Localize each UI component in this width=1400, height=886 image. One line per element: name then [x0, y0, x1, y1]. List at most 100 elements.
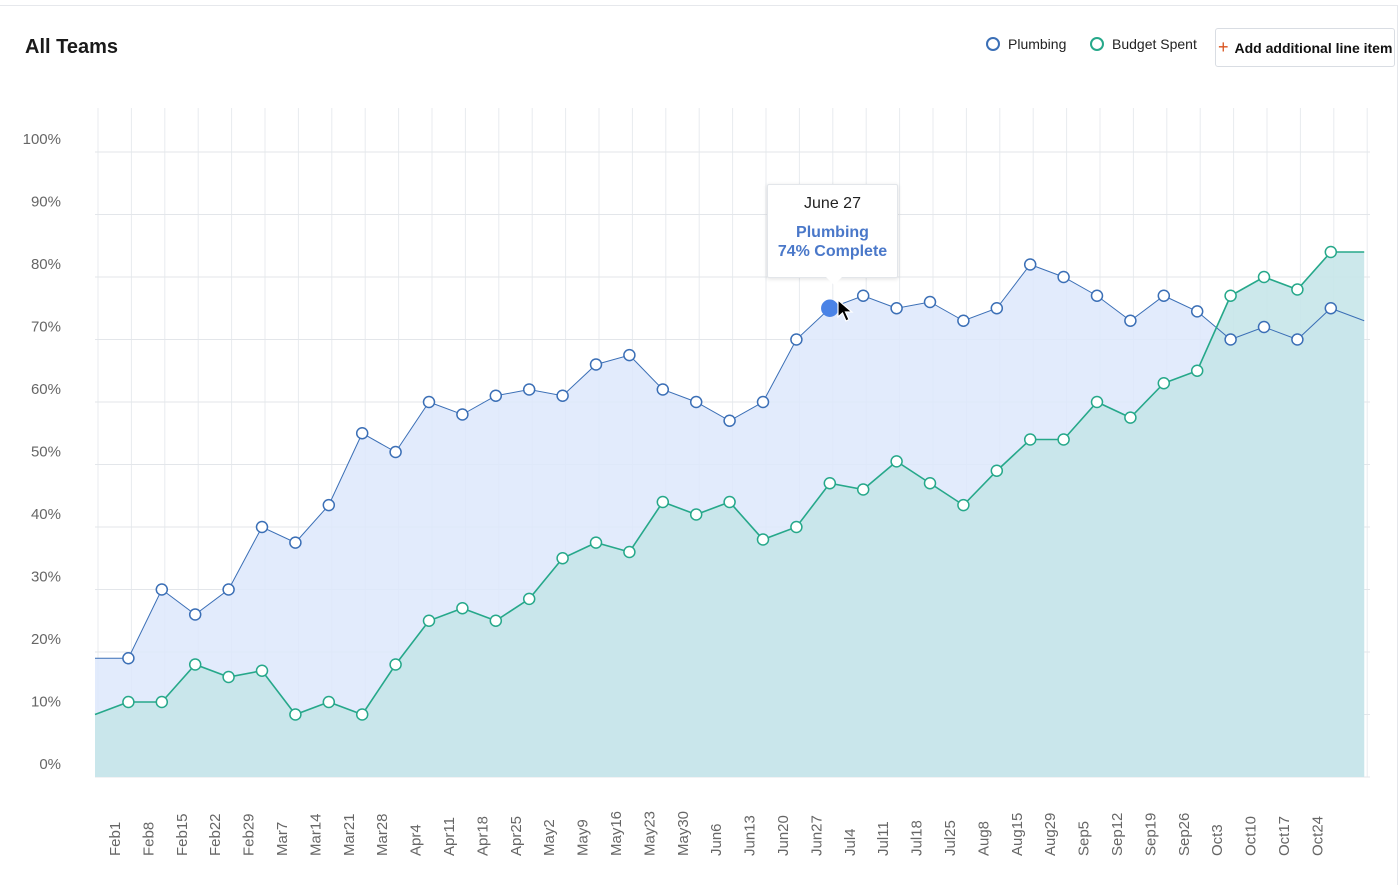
x-tick-label: Jun6: [708, 823, 725, 856]
data-point-plumbing: [856, 289, 870, 302]
data-point-budget-spent: [289, 708, 302, 721]
data-point-budget-spent: [856, 483, 870, 496]
y-tick-label: 60%: [31, 381, 61, 398]
data-point-plumbing: [656, 383, 670, 396]
data-point-budget-spent: [322, 695, 336, 709]
x-tick-label: Mar28: [374, 813, 391, 856]
x-tick-label: Oct3: [1209, 824, 1226, 856]
data-point-plumbing: [155, 583, 169, 596]
add-line-item-button[interactable]: + Add additional line item: [1215, 28, 1395, 67]
data-point-budget-spent: [923, 477, 937, 490]
data-point-plumbing: [456, 408, 469, 421]
data-point-plumbing: [556, 389, 569, 402]
data-point-budget-spent: [589, 536, 603, 549]
x-tick-label: Apr11: [441, 817, 458, 856]
legend-label-budget-spent: Budget Spent: [1112, 36, 1197, 52]
data-point-budget-spent: [1324, 245, 1338, 259]
data-point-plumbing: [355, 427, 369, 440]
x-tick-label: Oct24: [1309, 816, 1326, 856]
x-tick-label: Feb15: [174, 813, 191, 856]
data-point-plumbing: [1324, 302, 1338, 315]
data-point-plumbing: [1023, 258, 1037, 271]
data-point-plumbing: [489, 389, 503, 402]
x-tick-label: Aug8: [975, 821, 992, 856]
legend-item-budget-spent[interactable]: Budget Spent: [1090, 36, 1197, 52]
data-point-budget-spent: [522, 592, 536, 606]
x-tick-label: Mar14: [307, 813, 324, 856]
data-point-budget-spent: [422, 614, 436, 627]
data-point-budget-spent: [122, 695, 135, 709]
areas: [95, 252, 1365, 777]
y-tick-label: 50%: [31, 444, 61, 461]
x-tick-label: Apr18: [474, 816, 491, 856]
x-tick-label: Jul18: [909, 820, 926, 856]
data-point-plumbing: [322, 498, 336, 512]
data-point-plumbing: [689, 395, 703, 409]
data-point-plumbing: [222, 583, 235, 596]
x-tick-label: Mar7: [274, 822, 291, 856]
data-point-budget-spent: [689, 508, 703, 521]
data-points: [122, 245, 1338, 721]
legend-item-plumbing[interactable]: Plumbing: [986, 36, 1066, 52]
circle-marker-icon: [1090, 37, 1104, 51]
y-tick-label: 0%: [39, 756, 61, 773]
data-point-plumbing: [1190, 305, 1204, 318]
y-tick-label: 40%: [31, 506, 61, 523]
area-budget-spent: [95, 252, 1365, 777]
x-tick-label: May2: [541, 819, 558, 856]
data-point-budget-spent: [1124, 411, 1137, 424]
data-point-plumbing: [1090, 289, 1104, 302]
data-point-budget-spent: [1090, 395, 1104, 409]
x-tick-label: Jul4: [842, 828, 859, 856]
tooltip-arrow: [826, 277, 842, 285]
x-tick-label: Jun20: [775, 815, 792, 856]
x-tick-label: Feb1: [107, 822, 124, 856]
data-point-plumbing: [289, 536, 302, 549]
mouse-pointer-icon: [837, 298, 854, 322]
data-point-budget-spent: [656, 495, 670, 509]
data-point-budget-spent: [823, 477, 837, 490]
x-tick-label: Jun27: [808, 815, 825, 856]
data-point-budget-spent: [222, 670, 235, 684]
x-tick-label: Sep19: [1142, 813, 1159, 856]
x-tick-label: Feb29: [241, 813, 258, 856]
chart-panel: [0, 5, 1398, 885]
data-tooltip: June 27 Plumbing 74% Complete: [767, 184, 898, 285]
data-point-plumbing: [623, 348, 636, 362]
data-point-budget-spent: [1023, 433, 1037, 446]
data-point-budget-spent: [1157, 377, 1171, 390]
data-point-budget-spent: [790, 520, 803, 534]
data-point-plumbing: [255, 520, 269, 534]
x-tick-label: Aug15: [1009, 813, 1026, 856]
x-tick-label: Sep12: [1109, 813, 1126, 856]
x-tick-label: Sep26: [1176, 813, 1193, 856]
tooltip-date: June 27: [804, 195, 861, 212]
x-tick-label: May16: [608, 811, 625, 856]
data-point-plumbing: [923, 295, 937, 309]
data-point-plumbing: [1224, 333, 1237, 346]
data-point-budget-spent: [355, 708, 369, 721]
data-point-budget-spent: [389, 658, 402, 671]
data-point-budget-spent: [1291, 283, 1304, 296]
x-tick-label: Feb8: [140, 822, 157, 856]
data-point-budget-spent: [1190, 364, 1204, 377]
data-point-budget-spent: [623, 545, 636, 559]
data-point-budget-spent: [1057, 433, 1070, 446]
x-tick-label: Oct10: [1243, 816, 1260, 856]
data-point-budget-spent: [1257, 270, 1271, 284]
data-point-budget-spent: [957, 498, 970, 512]
data-point-plumbing: [890, 302, 903, 315]
data-point-budget-spent: [556, 552, 569, 565]
data-point-plumbing: [1124, 314, 1137, 327]
data-point-budget-spent: [723, 495, 736, 509]
data-point-budget-spent: [1224, 289, 1237, 302]
data-point-plumbing: [122, 652, 135, 665]
x-tick-label: May23: [641, 811, 658, 856]
y-tick-label: 90%: [31, 194, 61, 211]
data-point-budget-spent: [456, 602, 469, 615]
tooltip-series: Plumbing: [796, 224, 869, 241]
y-tick-label: 10%: [31, 694, 61, 711]
data-point-budget-spent: [255, 664, 269, 677]
y-tick-label: 80%: [31, 256, 61, 273]
